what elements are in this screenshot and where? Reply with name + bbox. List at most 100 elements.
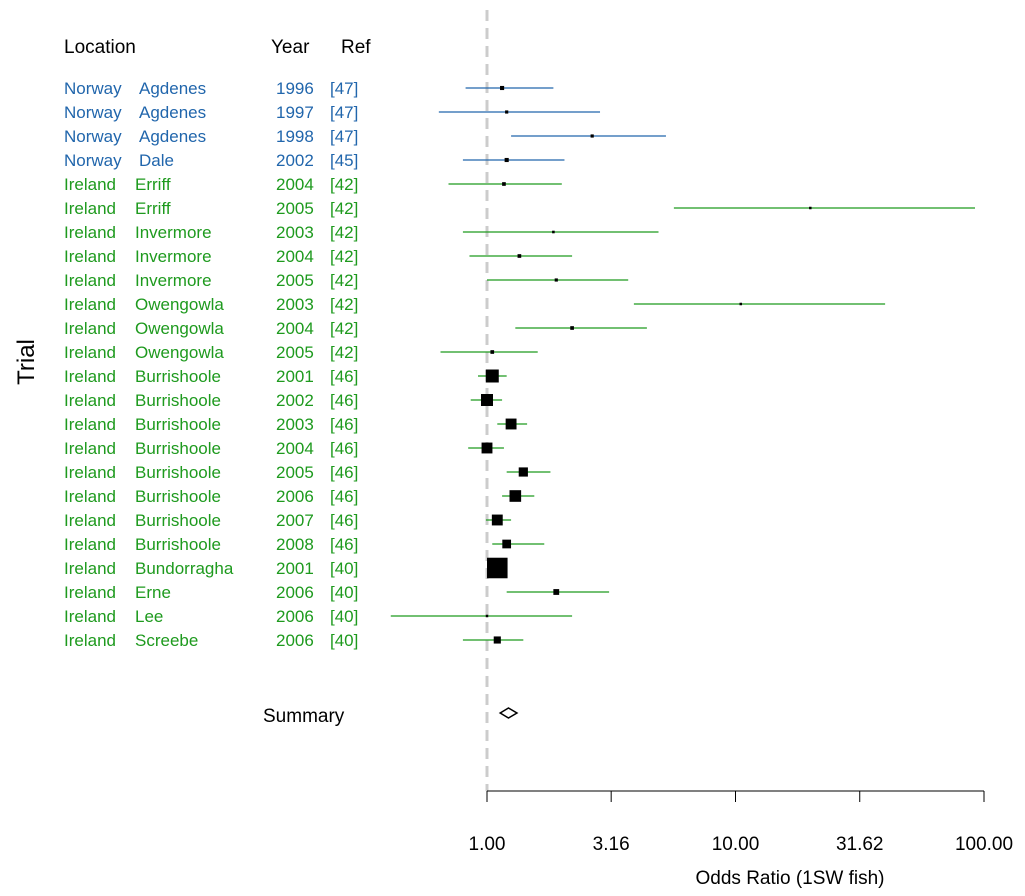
trial-site: Owengowla [135,343,224,362]
x-tick-label: 1.00 [469,834,506,855]
trial-row: Norway Dale 2002 [45] [64,151,565,170]
trial-site: Bundorragha [135,559,234,578]
trial-site: Invermore [135,271,212,290]
trial-site: Invermore [135,223,212,242]
trial-ref: [47] [330,79,358,98]
trial-row: Norway Agdenes 1998 [47] [64,127,666,146]
trial-site: Lee [135,607,163,626]
trial-country: Ireland [64,415,116,434]
trial-row: Ireland Erne 2006 [40] [64,583,610,602]
point-estimate [491,514,503,526]
trial-site: Agdenes [139,79,206,98]
point-estimate [809,206,812,210]
trial-year: 2005 [276,199,314,218]
trial-year: 2003 [276,295,314,314]
trial-country: Ireland [64,463,116,482]
trial-country: Ireland [64,535,116,554]
trial-country: Ireland [64,175,116,194]
trial-year: 2008 [276,535,314,554]
trial-site: Burrishoole [135,415,221,434]
trial-site: Burrishoole [135,487,221,506]
trial-year: 1997 [276,103,314,122]
trial-year: 2006 [276,607,314,626]
header-location: Location [64,37,136,58]
trial-row: Ireland Owengowla 2005 [42] [64,343,538,362]
x-tick-label: 3.16 [593,834,630,855]
point-estimate [552,230,555,234]
trial-row: Ireland Burrishoole 2001 [46] [64,367,507,386]
trial-site: Burrishoole [135,535,221,554]
trial-ref: [40] [330,559,358,578]
point-estimate [481,442,493,454]
column-headers: Location Year Ref [64,37,371,58]
point-estimate [490,350,495,354]
trial-year: 2001 [276,367,314,386]
trial-row: Ireland Burrishoole 2003 [46] [64,415,528,434]
point-estimate [505,418,517,430]
point-estimate [481,394,493,406]
summary-diamond [498,707,519,719]
trial-year: 2001 [276,559,314,578]
point-estimate [505,110,509,114]
trial-site: Owengowla [135,295,224,314]
point-estimate [504,157,509,163]
trial-row: Ireland Burrishoole 2008 [46] [64,535,545,554]
trial-country: Ireland [64,631,116,650]
trial-row: Ireland Bundorragha 2001 [40] [64,557,508,579]
trial-country: Ireland [64,223,116,242]
trial-ref: [46] [330,535,358,554]
trial-ref: [47] [330,103,358,122]
trial-row: Ireland Burrishoole 2002 [46] [64,391,503,410]
trial-ref: [45] [330,151,358,170]
trial-row: Ireland Burrishoole 2004 [46] [64,439,504,458]
trial-ref: [40] [330,583,358,602]
trial-year: 1996 [276,79,314,98]
trial-row: Ireland Erriff 2004 [42] [64,175,562,194]
x-tick-label: 10.00 [712,834,760,855]
trial-ref: [40] [330,607,358,626]
trial-country: Ireland [64,607,116,626]
trial-ref: [42] [330,175,358,194]
trial-row: Ireland Invermore 2003 [42] [64,223,659,242]
header-ref: Ref [341,37,371,58]
trial-row: Ireland Invermore 2005 [42] [64,271,629,290]
trial-site: Burrishoole [135,463,221,482]
trial-year: 2004 [276,175,314,194]
point-estimate [485,369,499,383]
trial-row: Ireland Burrishoole 2007 [46] [64,511,512,530]
trial-ref: [42] [330,295,358,314]
trial-site: Agdenes [139,127,206,146]
x-axis: 1.00 3.16 10.00 31.62 100.00 [469,790,1013,855]
trial-ref: [40] [330,631,358,650]
point-estimate [502,539,512,549]
point-estimate [517,254,522,258]
point-estimate [590,134,594,138]
trial-ref: [42] [330,199,358,218]
trial-ref: [42] [330,319,358,338]
trial-row: Ireland Screebe 2006 [40] [64,631,524,650]
trial-country: Norway [64,127,122,146]
trial-country: Ireland [64,487,116,506]
x-tick-label: 100.00 [955,834,1013,855]
point-estimate [518,467,528,477]
trial-year: 2007 [276,511,314,530]
trial-country: Norway [64,79,122,98]
trial-site: Burrishoole [135,367,221,386]
trial-year: 2006 [276,487,314,506]
trial-year: 2003 [276,223,314,242]
point-estimate [553,589,560,595]
trial-site: Erriff [135,175,171,194]
trial-year: 2002 [276,391,314,410]
trial-country: Ireland [64,343,116,362]
trial-year: 2006 [276,583,314,602]
point-estimate [493,636,501,644]
point-estimate [509,490,522,502]
summary-label: Summary [263,706,345,727]
trial-row: Norway Agdenes 1996 [47] [64,79,554,98]
trial-rows: Norway Agdenes 1996 [47] Norway Agdenes 1997 [4… [64,79,976,650]
point-estimate [487,557,508,579]
trial-row: Ireland Lee 2006 [40] [64,607,573,626]
trial-ref: [46] [330,415,358,434]
trial-ref: [46] [330,487,358,506]
